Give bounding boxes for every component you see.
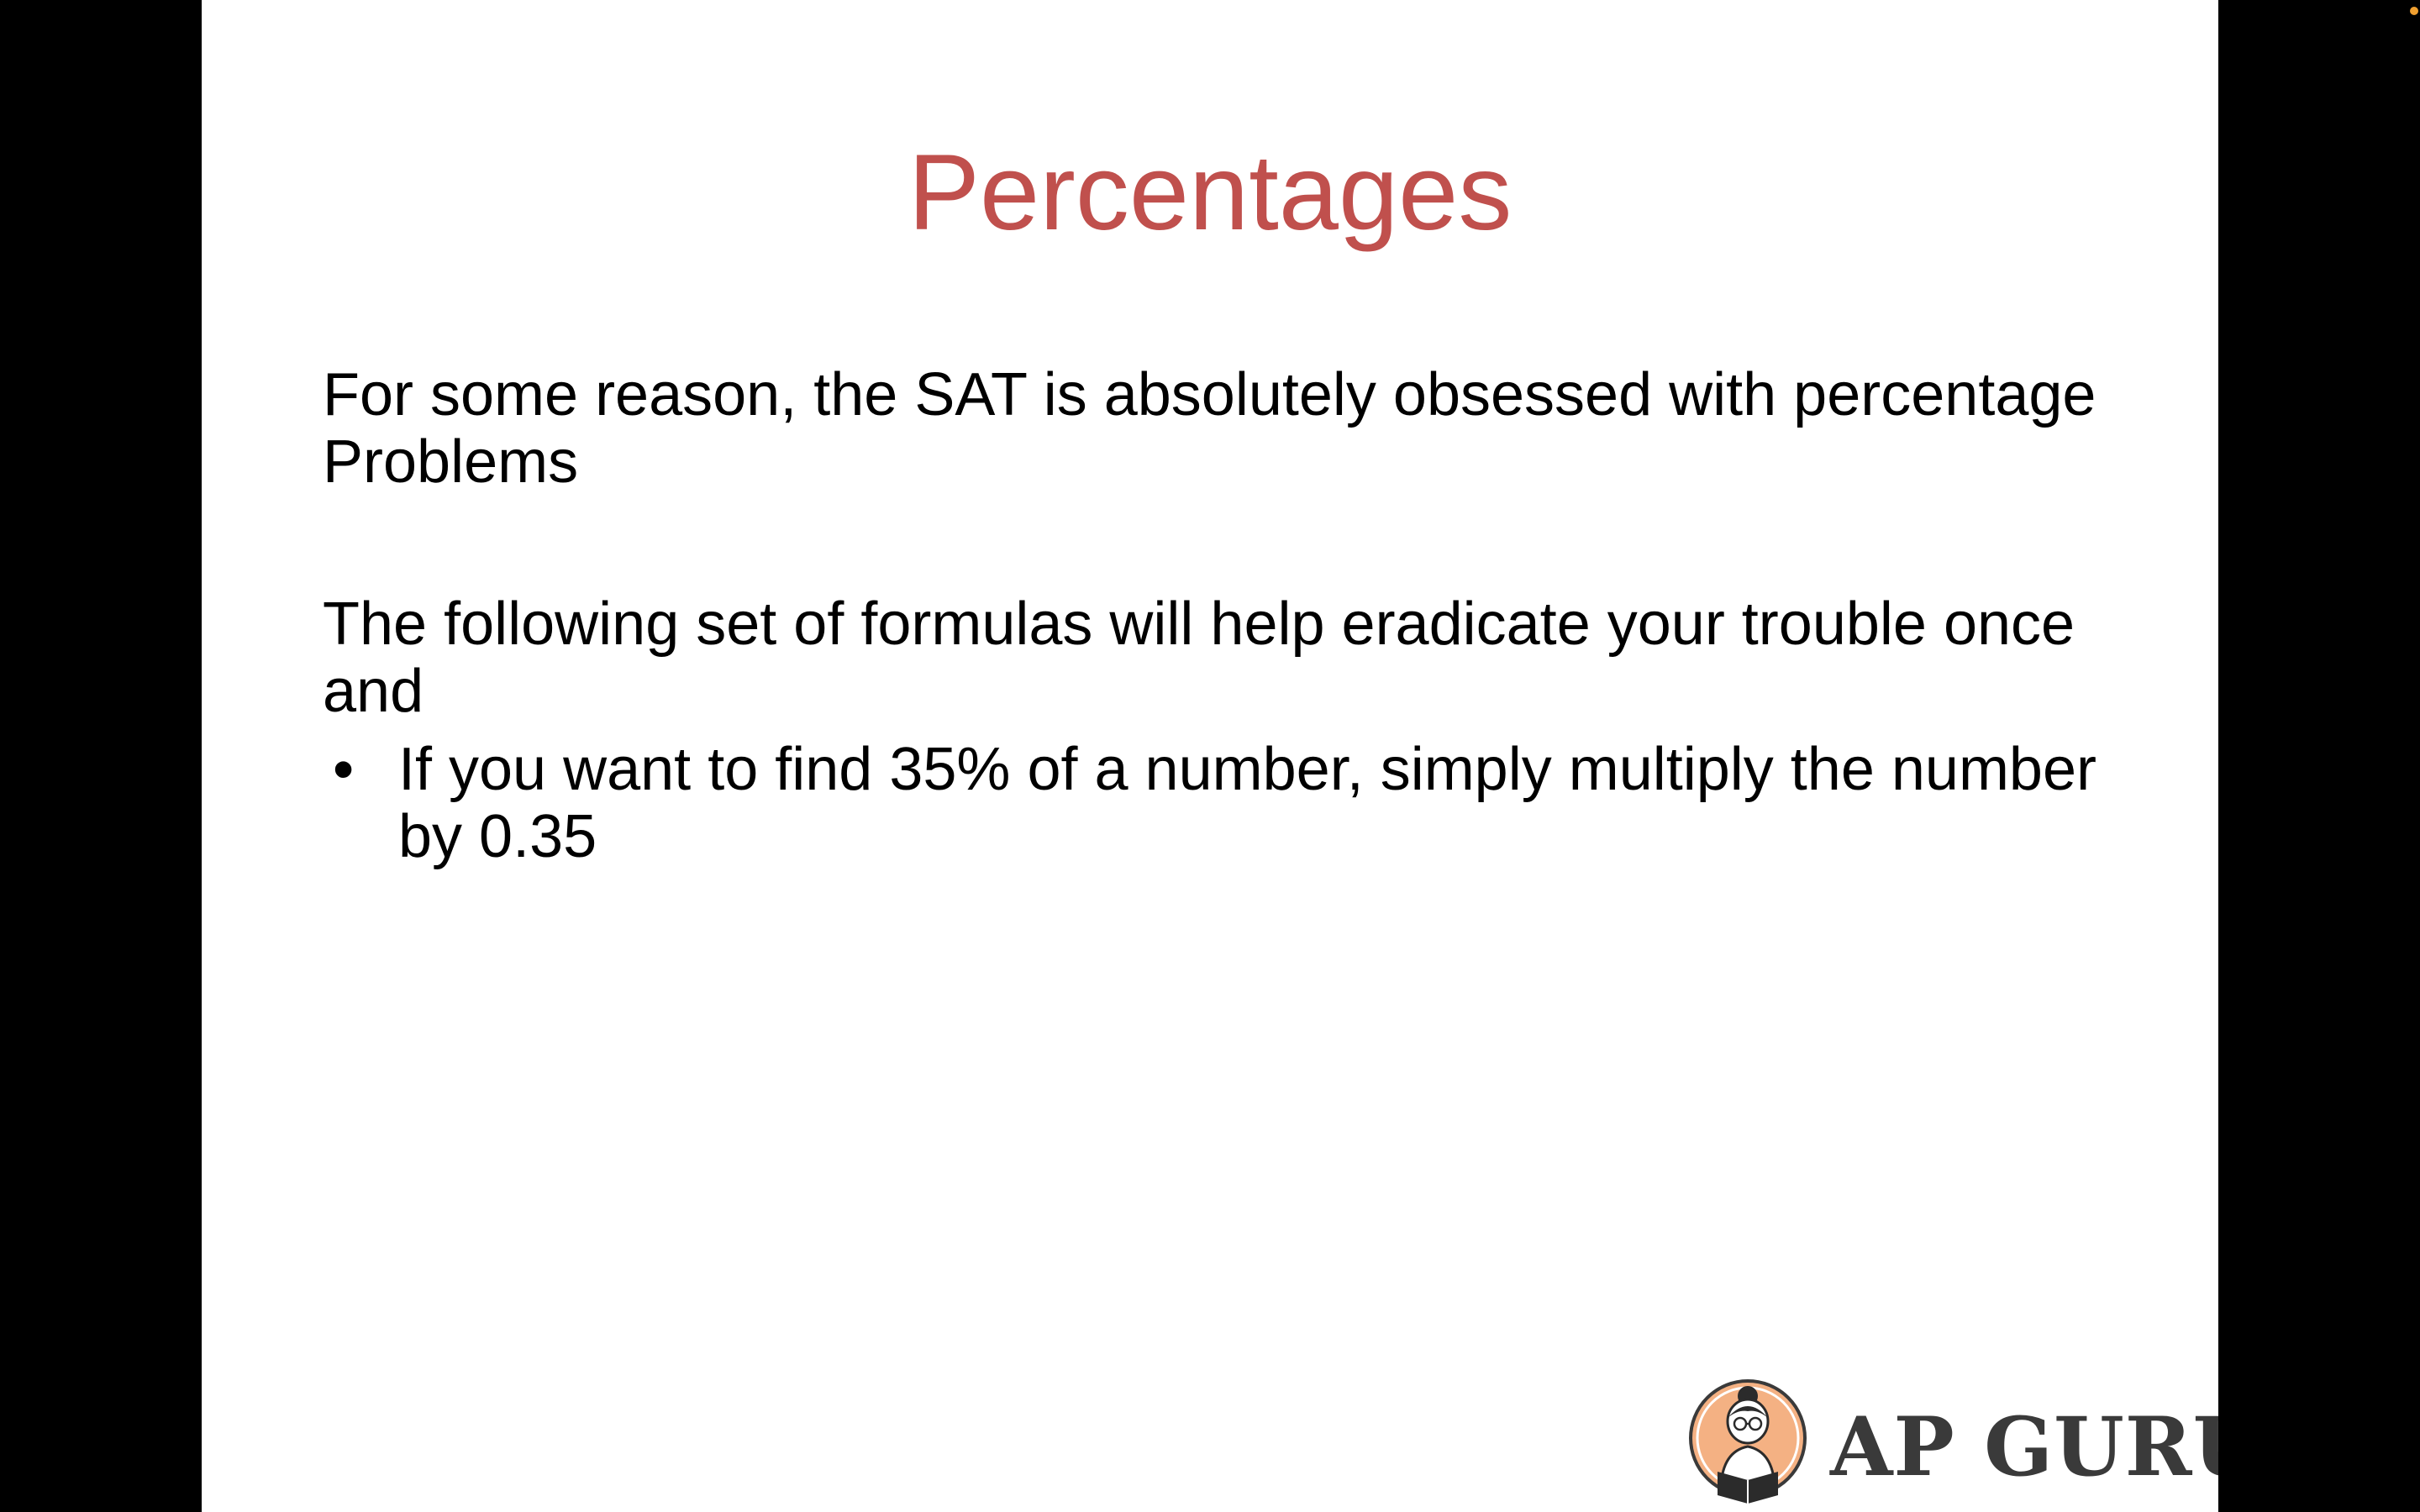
intro-paragraph: For some reason, the SAT is absolutely o… bbox=[323, 361, 2096, 496]
slide: Percentages For some reason, the SAT is … bbox=[202, 0, 2218, 1512]
ap-guru-logo: AP GURU bbox=[1689, 1378, 2218, 1512]
indicator-dot bbox=[2410, 7, 2418, 15]
bullet-text: If you want to find 35% of a number, sim… bbox=[398, 736, 2096, 870]
bullet-marker: • bbox=[333, 736, 355, 803]
slide-title: Percentages bbox=[908, 133, 1512, 253]
logo-text: AP GURU bbox=[1830, 1399, 2218, 1494]
reader-character-icon bbox=[1689, 1379, 1807, 1504]
formulas-paragraph: The following set of formulas will help … bbox=[323, 591, 2075, 725]
